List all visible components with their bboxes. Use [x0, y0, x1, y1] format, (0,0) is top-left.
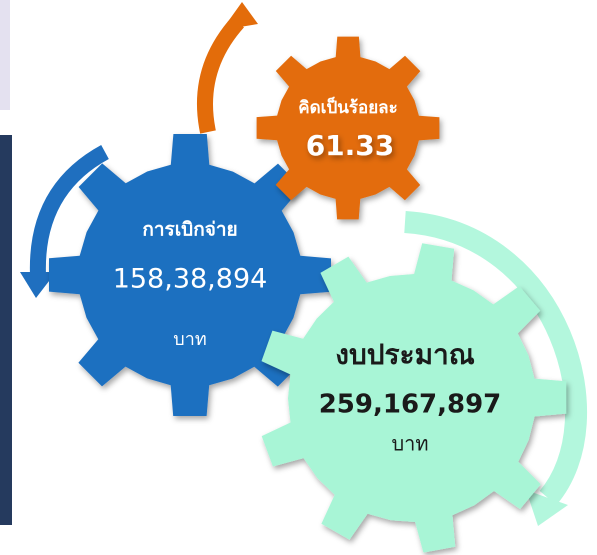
orange-label: คิดเป็นร้อยละ	[298, 95, 398, 118]
side-band	[0, 0, 10, 110]
blue-gear	[49, 134, 331, 416]
mint-unit: บาท	[391, 432, 428, 456]
blue-unit: บาท	[173, 329, 206, 350]
side-bar	[0, 135, 12, 525]
blue-arrow	[29, 144, 109, 276]
blue-arrow-head	[20, 272, 56, 298]
orange-value: 61.33	[306, 129, 395, 162]
mint-arrow	[404, 211, 588, 506]
blue-label: การเบิกจ่าย	[142, 219, 237, 241]
orange-arrow	[197, 16, 245, 134]
orange-arrow-head	[222, 2, 258, 30]
mint-arrow-head	[526, 490, 568, 526]
blue-value: 158,38,894	[113, 264, 268, 295]
mint-value: 259,167,897	[319, 390, 502, 420]
orange-gear	[256, 36, 440, 220]
mint-gear	[261, 243, 567, 553]
mint-label: งบประมาณ	[335, 338, 474, 371]
